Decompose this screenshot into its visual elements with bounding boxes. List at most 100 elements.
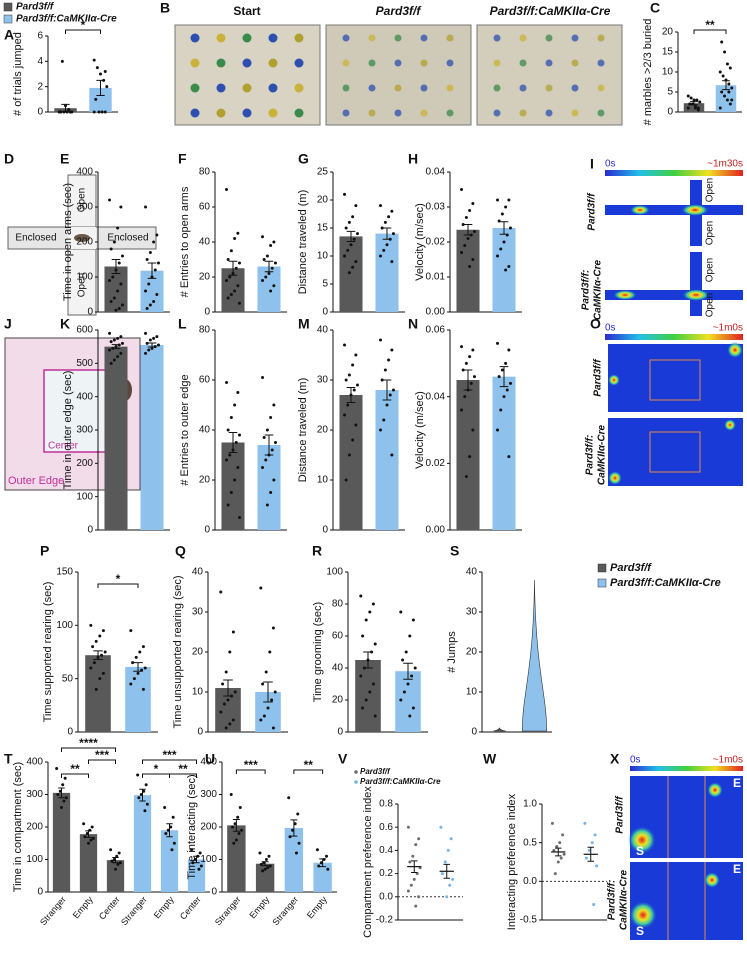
zone-mark: E bbox=[733, 776, 741, 790]
y-axis-label: Compartment preference index bbox=[362, 786, 374, 938]
zone-mark: S bbox=[636, 924, 644, 938]
error-bar bbox=[111, 344, 121, 350]
data-point bbox=[259, 718, 263, 722]
row-label: Pard3f/f: bbox=[607, 880, 618, 921]
error-bar bbox=[382, 227, 392, 240]
y-axis-label: # Entries to outer edge bbox=[179, 374, 191, 485]
marble bbox=[394, 109, 402, 117]
marble bbox=[597, 34, 605, 42]
data-point bbox=[100, 110, 104, 114]
y-tick-label: 40 bbox=[332, 663, 344, 674]
data-point bbox=[408, 714, 412, 718]
data-point bbox=[414, 843, 418, 847]
y-axis-label: # marbles >2/3 buried bbox=[642, 19, 654, 126]
data-point bbox=[153, 268, 157, 272]
data-point bbox=[229, 793, 233, 796]
significance-bracket bbox=[61, 773, 89, 778]
data-point bbox=[297, 841, 301, 845]
data-point bbox=[233, 478, 237, 482]
data-point bbox=[343, 192, 347, 196]
data-point bbox=[261, 376, 265, 379]
arm-label: Enclosed bbox=[15, 233, 56, 244]
panel-letter: K bbox=[60, 316, 70, 332]
x-tick-label: Empty bbox=[305, 894, 329, 920]
data-point bbox=[144, 351, 148, 355]
y-tick-label: 0 bbox=[471, 727, 477, 738]
data-point bbox=[61, 783, 65, 787]
y-tick-label: 5 bbox=[322, 279, 328, 290]
significance-label: ** bbox=[304, 758, 314, 772]
legend-label: Pard3f/f bbox=[360, 767, 391, 776]
data-point bbox=[344, 226, 348, 230]
data-point bbox=[261, 682, 265, 686]
error-bar bbox=[411, 860, 418, 873]
legend-swatch bbox=[3, 14, 13, 24]
marble bbox=[368, 59, 376, 67]
significance-label: *** bbox=[162, 748, 176, 762]
y-tick-label: 10 bbox=[317, 475, 329, 486]
data-point bbox=[226, 698, 230, 702]
y-axis-label: Velocity (m/sec) bbox=[414, 203, 426, 281]
data-point bbox=[97, 110, 101, 114]
marble bbox=[420, 109, 428, 117]
y-tick-label: 400 bbox=[26, 757, 43, 768]
data-point bbox=[55, 767, 59, 770]
data-point bbox=[145, 802, 149, 806]
data-point bbox=[269, 244, 273, 247]
data-point bbox=[198, 851, 202, 855]
marble bbox=[571, 109, 579, 117]
x-tick-label: Empty bbox=[71, 894, 95, 920]
data-point bbox=[446, 848, 450, 852]
data-point bbox=[464, 361, 468, 365]
marble bbox=[446, 59, 454, 67]
data-point bbox=[226, 503, 230, 507]
data-point bbox=[502, 240, 506, 244]
data-point bbox=[461, 223, 465, 226]
data-point bbox=[351, 438, 355, 442]
data-point bbox=[63, 776, 67, 780]
panel-letter: C bbox=[650, 0, 660, 16]
color-scale bbox=[605, 170, 743, 176]
data-point bbox=[265, 428, 269, 432]
marble bbox=[545, 84, 553, 92]
data-point bbox=[351, 363, 355, 367]
panel-letter: F bbox=[178, 151, 187, 167]
error-bar bbox=[139, 788, 146, 802]
y-tick-label: 0.4 bbox=[379, 845, 393, 856]
data-point bbox=[219, 710, 223, 714]
data-point bbox=[144, 331, 148, 335]
data-point bbox=[229, 249, 233, 253]
data-point bbox=[129, 629, 133, 633]
bar bbox=[133, 795, 152, 892]
data-point bbox=[464, 216, 468, 219]
data-point bbox=[141, 645, 145, 649]
y-axis-label: Time grooming (sec) bbox=[312, 602, 324, 702]
data-point bbox=[98, 677, 102, 681]
scale-label: ~1m0s bbox=[713, 755, 743, 766]
error-bar bbox=[112, 857, 119, 864]
data-point bbox=[231, 718, 235, 722]
error-bar bbox=[147, 262, 157, 279]
data-point bbox=[385, 243, 389, 247]
data-point bbox=[94, 639, 98, 643]
data-point bbox=[259, 862, 263, 866]
x-tick-label: Center bbox=[178, 894, 203, 921]
marble bbox=[493, 34, 501, 42]
data-point bbox=[464, 475, 468, 479]
data-point bbox=[343, 413, 347, 417]
data-point bbox=[583, 821, 587, 825]
y-tick-label: 80 bbox=[199, 325, 211, 336]
x-tick-label: Stranger bbox=[38, 894, 68, 927]
bar bbox=[79, 834, 98, 892]
y-tick-label: 0 bbox=[87, 525, 93, 536]
data-point bbox=[134, 655, 138, 659]
data-point bbox=[59, 110, 63, 114]
data-point bbox=[137, 796, 141, 800]
data-point bbox=[190, 848, 194, 852]
data-point bbox=[261, 466, 265, 469]
data-point bbox=[355, 232, 359, 236]
data-point bbox=[226, 296, 230, 300]
data-point bbox=[145, 258, 149, 261]
data-point bbox=[265, 503, 269, 507]
data-point bbox=[414, 904, 418, 908]
